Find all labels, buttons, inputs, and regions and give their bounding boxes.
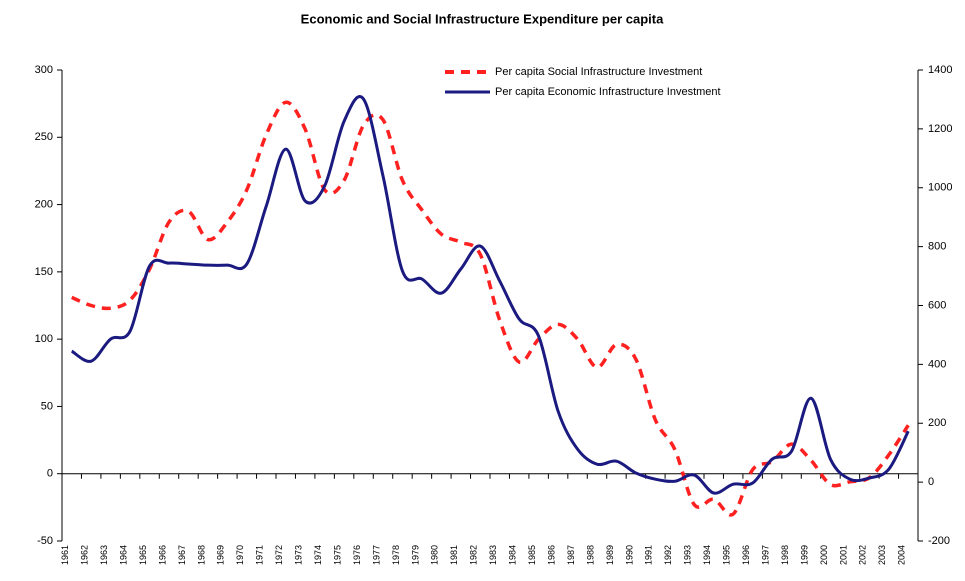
- y2-tick-label: -200: [928, 535, 950, 547]
- y-tick-label: 150: [35, 266, 53, 278]
- y2-tick-label: 400: [928, 358, 946, 370]
- x-tick-label: 1962: [80, 545, 90, 565]
- x-tick-label: 1979: [410, 545, 420, 565]
- x-tick-label: 1993: [683, 545, 693, 565]
- x-tick-label: 1961: [60, 545, 70, 565]
- y-tick-label: 300: [35, 64, 53, 76]
- x-tick-label: 1967: [177, 545, 187, 565]
- x-tick-label: 1994: [702, 545, 712, 565]
- x-tick-label: 2003: [877, 545, 887, 565]
- x-tick-label: 1999: [799, 545, 809, 565]
- x-tick-label: 1975: [332, 545, 342, 565]
- y2-tick-label: 200: [928, 417, 946, 429]
- x-tick-label: 1988: [585, 545, 595, 565]
- x-tick-label: 1985: [527, 545, 537, 565]
- x-tick-label: 1965: [138, 545, 148, 565]
- series-line: [70, 95, 910, 495]
- x-tick-label: 1968: [196, 545, 206, 565]
- x-tick-label: 1969: [216, 545, 226, 565]
- x-tick-label: 1972: [274, 545, 284, 565]
- x-tick-label: 1984: [508, 545, 518, 565]
- y2-tick-label: 1400: [928, 64, 952, 76]
- series-line: [71, 100, 910, 517]
- y2-tick-label: 800: [928, 241, 946, 253]
- x-tick-label: 1983: [488, 545, 498, 565]
- x-tick-label: 1976: [352, 545, 362, 565]
- x-tick-label: 1991: [644, 545, 654, 565]
- x-tick-label: 1990: [624, 545, 634, 565]
- legend-label: Per capita Social Infrastructure Investm…: [495, 66, 702, 78]
- y-tick-label: -50: [37, 535, 53, 547]
- x-tick-label: 1998: [780, 545, 790, 565]
- chart-title: Economic and Social Infrastructure Expen…: [301, 11, 664, 26]
- y2-tick-label: 600: [928, 299, 946, 311]
- x-tick-label: 1970: [235, 545, 245, 565]
- x-tick-label: 2004: [897, 545, 907, 565]
- x-tick-label: 1977: [371, 545, 381, 565]
- y2-tick-label: 1200: [928, 123, 952, 135]
- legend-label: Per capita Economic Infrastructure Inves…: [495, 86, 721, 98]
- x-tick-label: 1963: [99, 545, 109, 565]
- x-tick-label: 1978: [391, 545, 401, 565]
- x-tick-label: 1987: [566, 545, 576, 565]
- x-tick-label: 1980: [430, 545, 440, 565]
- y-tick-label: 250: [35, 131, 53, 143]
- x-tick-label: 2000: [819, 545, 829, 565]
- y2-tick-label: 0: [928, 476, 934, 488]
- y-tick-label: 50: [41, 400, 53, 412]
- y-tick-label: 200: [35, 198, 53, 210]
- x-tick-label: 1973: [294, 545, 304, 565]
- x-tick-label: 1992: [663, 545, 673, 565]
- x-tick-label: 1974: [313, 545, 323, 565]
- y-tick-label: 100: [35, 333, 53, 345]
- x-tick-label: 1996: [741, 545, 751, 565]
- x-tick-label: 1986: [546, 545, 556, 565]
- x-tick-label: 1981: [449, 545, 459, 565]
- y-tick-label: 0: [47, 468, 53, 480]
- y2-tick-label: 1000: [928, 182, 952, 194]
- x-tick-label: 2001: [838, 545, 848, 565]
- x-tick-label: 2002: [858, 545, 868, 565]
- x-tick-label: 1982: [469, 545, 479, 565]
- x-tick-label: 1966: [157, 545, 167, 565]
- x-tick-label: 1997: [760, 545, 770, 565]
- x-tick-label: 1971: [255, 545, 265, 565]
- x-tick-label: 1995: [722, 545, 732, 565]
- x-tick-label: 1989: [605, 545, 615, 565]
- x-tick-label: 1964: [118, 545, 128, 565]
